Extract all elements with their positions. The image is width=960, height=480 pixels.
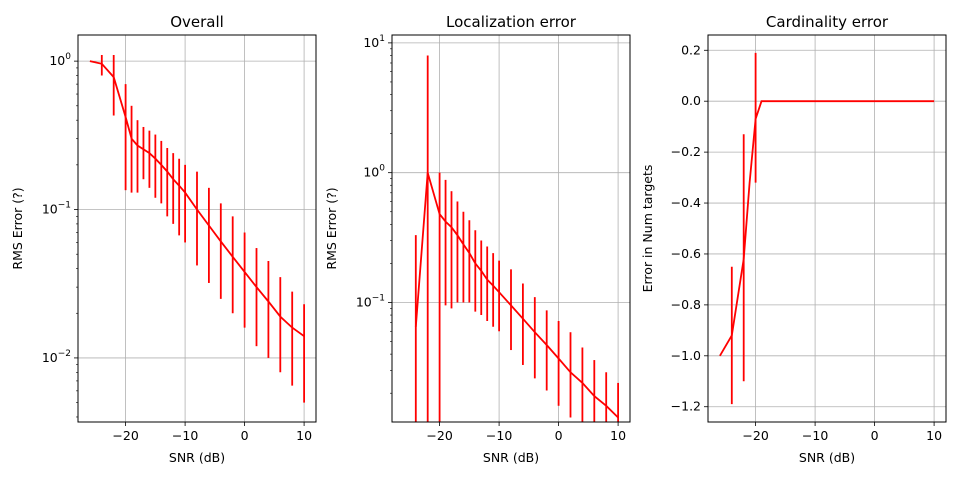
y-tick-label: −0.4 <box>671 195 701 210</box>
panel-localization-error: −20 −10 0 10 10−1 100 101 Localization error SNR… <box>324 13 631 465</box>
x-axis-label: SNR (dB) <box>799 450 855 465</box>
x-tick-label: −10 <box>802 428 828 443</box>
y-tick-label: 100 <box>363 164 385 180</box>
y-axis-label: RMS Error (?) <box>10 187 25 269</box>
x-tick-label: −10 <box>172 428 198 443</box>
panel-overall: −20 −10 0 10 10−2 10−1 100 Overall SNR (dB) RMS E… <box>10 13 317 465</box>
axes-frame <box>77 34 317 423</box>
y-tick-label: −1.2 <box>671 399 701 414</box>
y-tick-label: −0.6 <box>671 246 701 261</box>
y-tick-label: −1.0 <box>671 348 701 363</box>
y-tick-label: −0.8 <box>671 297 701 312</box>
y-tick-label: 101 <box>363 34 385 50</box>
panel-title: Overall <box>170 13 224 31</box>
y-tick-label: 0.2 <box>681 42 701 57</box>
y-tick-label: 100 <box>49 52 71 68</box>
x-tick-label: −20 <box>742 428 768 443</box>
x-tick-label: −20 <box>426 428 452 443</box>
y-tick-label: 10−1 <box>42 201 71 217</box>
x-tick-label: 10 <box>926 428 942 443</box>
y-tick-label: 10−2 <box>42 349 71 365</box>
x-tick-label: 0 <box>871 428 879 443</box>
x-axis-label: SNR (dB) <box>169 450 225 465</box>
series-line <box>89 60 305 337</box>
x-tick-label: 10 <box>610 428 626 443</box>
series-line <box>414 172 619 419</box>
x-axis-label: SNR (dB) <box>483 450 539 465</box>
y-tick-label: −0.2 <box>671 144 701 159</box>
x-tick-label: 0 <box>555 428 563 443</box>
panel-cardinality-error: −20 −10 0 10 −1.2 −1.0 −0.8 −0.6 −0.4 −0.2 0.0 0.2 C… <box>640 13 947 465</box>
series-line <box>719 100 935 357</box>
y-axis-label: RMS Error (?) <box>324 187 339 269</box>
x-tick-label: −10 <box>486 428 512 443</box>
x-tick-label: 10 <box>296 428 312 443</box>
x-tick-label: −20 <box>112 428 138 443</box>
y-tick-label: 0.0 <box>681 93 701 108</box>
panel-title: Localization error <box>446 13 577 31</box>
axes-frame <box>391 34 631 423</box>
y-tick-label: 10−1 <box>356 293 385 309</box>
x-tick-label: 0 <box>241 428 249 443</box>
panel-title: Cardinality error <box>766 13 889 31</box>
axes-frame <box>707 34 947 423</box>
y-axis-label: Error in Num targets <box>640 165 655 293</box>
